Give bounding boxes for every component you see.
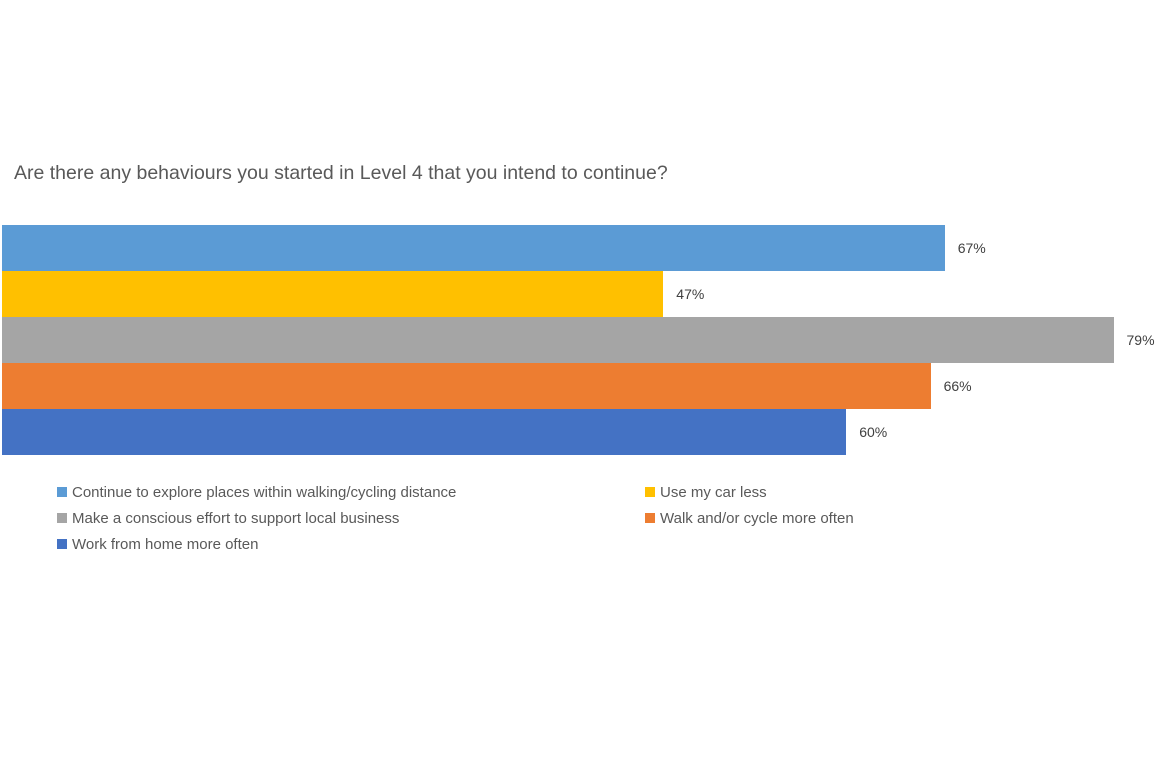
chart-bar-1 xyxy=(2,225,945,271)
bar-value-label-3: 79% xyxy=(1126,332,1155,348)
legend-item-label: Continue to explore places within walkin… xyxy=(72,483,457,501)
legend-item-5: Work from home more often xyxy=(57,531,258,557)
chart-bar-5 xyxy=(2,409,847,455)
legend-item-label: Use my car less xyxy=(660,483,767,501)
legend-item-label: Make a conscious effort to support local… xyxy=(72,509,400,527)
legend-marker-icon xyxy=(57,539,67,549)
chart-bar-4 xyxy=(2,363,931,409)
legend-marker-icon xyxy=(57,513,67,523)
legend-marker-icon xyxy=(645,513,655,523)
legend-item-label: Walk and/or cycle more often xyxy=(660,509,854,527)
chart-bar-2 xyxy=(2,271,664,317)
legend-marker-icon xyxy=(645,487,655,497)
legend-item-4: Walk and/or cycle more often xyxy=(645,505,854,531)
legend-item-label: Work from home more often xyxy=(72,535,259,553)
chart-title: Are there any behaviours you started in … xyxy=(14,162,668,184)
legend-item-1: Continue to explore places within walkin… xyxy=(57,479,456,505)
chart-legend: Continue to explore places within walkin… xyxy=(0,479,1155,559)
legend-item-3: Make a conscious effort to support local… xyxy=(57,505,399,531)
bar-value-label-2: 47% xyxy=(676,286,705,302)
legend-item-2: Use my car less xyxy=(645,479,767,505)
legend-marker-icon xyxy=(57,487,67,497)
bar-value-label-1: 67% xyxy=(957,240,986,256)
bar-value-label-5: 60% xyxy=(859,424,888,440)
chart-bar-3 xyxy=(2,317,1114,363)
bar-value-label-4: 66% xyxy=(943,378,972,394)
